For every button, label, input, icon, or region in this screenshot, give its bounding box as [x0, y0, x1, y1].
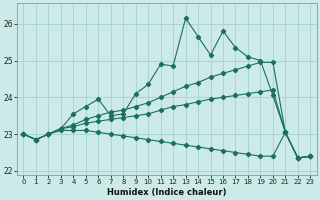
X-axis label: Humidex (Indice chaleur): Humidex (Indice chaleur) [107, 188, 227, 197]
